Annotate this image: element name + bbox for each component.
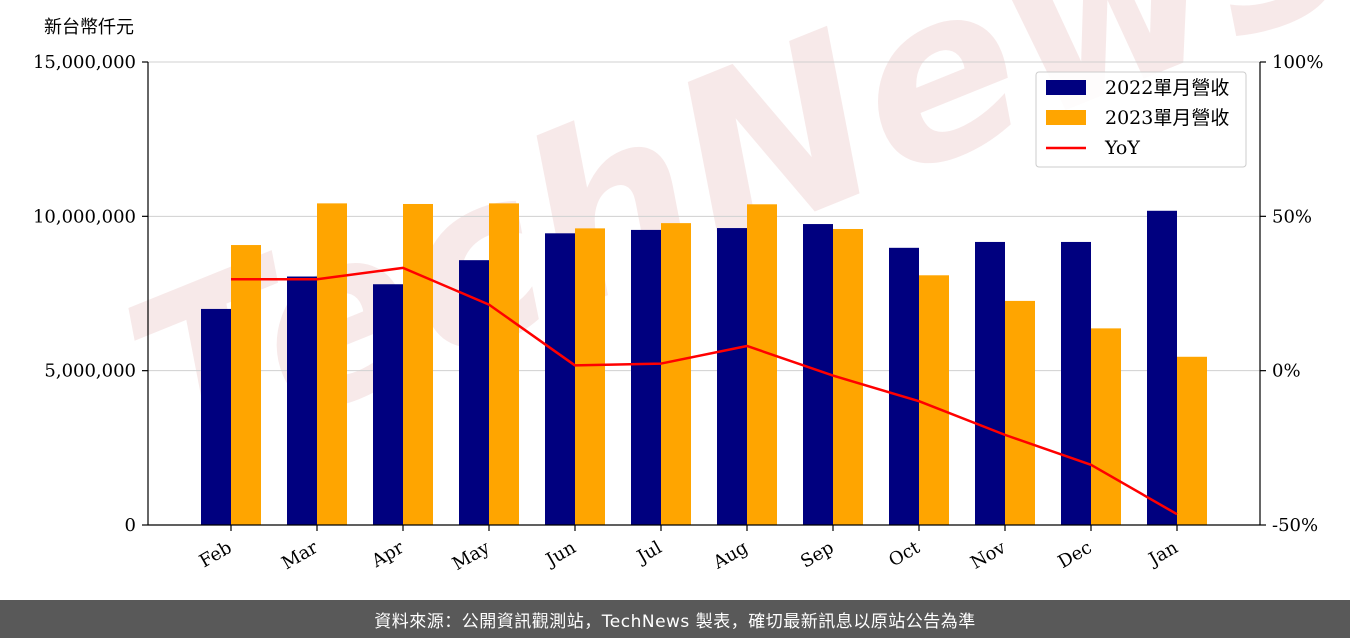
bar-2023-jun (575, 228, 605, 525)
x-tick-label: Dec (1055, 537, 1096, 573)
bar-2023-may (489, 203, 519, 526)
bar-2023-feb (231, 245, 261, 525)
y2-tick-label: 0% (1272, 361, 1301, 382)
legend-frame (1035, 71, 1247, 168)
bar-2022-jan (1147, 210, 1177, 525)
x-tick-label: Nov (967, 537, 1010, 574)
legend: 2022單月營收 2023單月營收 YoY (1035, 71, 1247, 168)
bar-2023-mar (317, 203, 347, 526)
footer-text: 資料來源：公開資訊觀測站，TechNews 製表，確切最新訊息以原站公告為準 (374, 611, 976, 632)
bar-2022-jul (631, 229, 661, 525)
bar-2022-mar (287, 276, 317, 525)
x-tick-label: Sep (797, 537, 837, 572)
legend-swatch-2023 (1046, 110, 1086, 125)
bar-2023-apr (403, 203, 433, 525)
bar-2022-apr (373, 284, 403, 525)
legend-swatch-2022 (1046, 80, 1086, 95)
bar-2023-oct (919, 275, 949, 525)
x-tick-label: Jan (1144, 537, 1182, 571)
bar-2022-oct (889, 247, 919, 526)
y-tick-label: 15,000,000 (33, 52, 136, 73)
x-tick-label: Aug (709, 537, 752, 574)
x-tick-label: Oct (885, 537, 924, 572)
x-tick-label: Mar (278, 537, 322, 574)
bar-2023-aug (747, 204, 777, 525)
bar-2022-aug (717, 228, 747, 525)
bar-2022-nov (975, 241, 1005, 525)
legend-label-yoy: YoY (1104, 137, 1140, 159)
legend-label-2023: 2023單月營收 (1105, 107, 1229, 129)
x-tick-label: Apr (367, 537, 407, 572)
y-tick-label: 10,000,000 (33, 206, 136, 227)
bar-2022-dec (1061, 241, 1091, 525)
y-tick-label: 5,000,000 (44, 361, 136, 382)
source-footer: 資料來源：公開資訊觀測站，TechNews 製表，確切最新訊息以原站公告為準 (0, 600, 1350, 638)
legend-label-2022: 2022單月營收 (1105, 77, 1229, 99)
revenue-chart: 0 5,000,000 10,000,000 15,000,000 -50% 0% 50% 1… (33, 17, 1324, 575)
y2-tick-label: -50% (1272, 515, 1318, 536)
x-tick-label: Jun (541, 537, 580, 572)
yoy-line-layer (230, 266, 1178, 516)
bar-2022-may (459, 260, 489, 525)
y-axis-unit-label: 新台幣仟元 (44, 17, 134, 38)
bar-2023-jan (1177, 356, 1207, 525)
bar-2022-jun (545, 233, 575, 525)
y-tick-label: 0 (125, 515, 136, 536)
bar-2023-dec (1091, 328, 1121, 525)
x-tick-label: May (449, 537, 494, 575)
bar-2023-nov (1005, 300, 1035, 525)
bars (201, 203, 1207, 526)
yoy-line (231, 266, 1178, 516)
bar-2022-feb (201, 308, 231, 525)
x-tick-label: Jul (632, 537, 666, 569)
x-tick-label: Feb (196, 537, 236, 572)
y2-tick-label: 100% (1272, 52, 1323, 73)
axes: 0 5,000,000 10,000,000 15,000,000 -50% 0% 50% 1… (33, 52, 1324, 575)
bar-2023-jul (661, 223, 691, 525)
y2-tick-label: 50% (1272, 206, 1312, 227)
